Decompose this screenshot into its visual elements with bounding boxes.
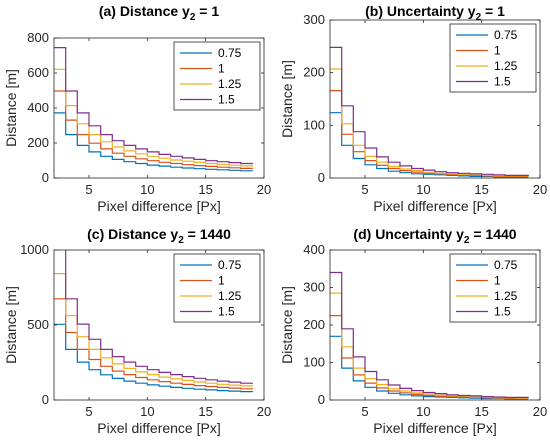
legend-label: 1 xyxy=(218,274,225,288)
legend: 0.75 11.25 1.5 xyxy=(173,253,261,323)
x-tick-label: 15 xyxy=(198,404,212,419)
y-tick-label: 100 xyxy=(303,117,325,132)
legend-label: 0.75 xyxy=(218,46,242,60)
y-axis-label: Distance [m] xyxy=(3,69,19,147)
series-line-1.5 xyxy=(65,250,253,384)
series-line-0.75 xyxy=(54,323,253,393)
legend-label: 1.5 xyxy=(218,305,235,319)
x-tick-label: 15 xyxy=(198,182,212,197)
panel-1: (b) Uncertainty y2 = 15 10 15 200100200300P… xyxy=(279,3,547,214)
y-tick-label: 800 xyxy=(27,30,49,45)
y-tick-label: 400 xyxy=(27,100,49,115)
x-tick-label: 5 xyxy=(85,182,92,197)
panel-title: (a) Distance y2 = 1 xyxy=(99,3,220,23)
legend-label: 1.5 xyxy=(494,305,511,319)
legend-label: 1.5 xyxy=(218,93,235,107)
panel-0: (a) Distance y2 = 15 10 15 200200400600800P… xyxy=(3,3,271,214)
legend: 0.75 11.25 1.5 xyxy=(449,23,537,93)
x-axis-label: Pixel difference [Px] xyxy=(373,420,496,436)
x-tick-label: 10 xyxy=(416,182,430,197)
y-tick-label: 0 xyxy=(42,392,49,407)
y-axis-label: Distance [m] xyxy=(279,286,295,364)
y-axis-label: Distance [m] xyxy=(3,286,19,364)
series-line-1.25 xyxy=(54,273,253,387)
y-tick-label: 1000 xyxy=(20,242,49,257)
panel-2: (c) Distance y2 = 1440 5 10 15 20 0 500 1000 Pix… xyxy=(3,226,271,436)
x-axis-label: Pixel difference [Px] xyxy=(373,198,496,214)
y-axis-label: Distance [m] xyxy=(279,60,295,138)
series-line-1.25 xyxy=(330,68,529,177)
legend-label: 1 xyxy=(218,62,225,76)
y-tick-label: 200 xyxy=(27,135,49,150)
legend-label: 0.75 xyxy=(218,258,242,272)
x-axis-label: Pixel difference [Px] xyxy=(97,198,220,214)
y-tick-label: 500 xyxy=(27,317,49,332)
legend: 0.75 11.25 1.5 xyxy=(173,41,261,111)
legend-label: 1.25 xyxy=(218,289,242,303)
x-tick-label: 20 xyxy=(257,404,271,419)
series-line-1.5 xyxy=(330,46,529,176)
legend-label: 1.25 xyxy=(494,289,518,303)
legend-label: 1.25 xyxy=(494,59,518,73)
series-line-1 xyxy=(54,298,253,390)
x-axis-label: Pixel difference [Px] xyxy=(97,420,220,436)
y-tick-label: 0 xyxy=(318,392,325,407)
x-tick-label: 5 xyxy=(85,404,92,419)
legend-label: 0.75 xyxy=(494,258,518,272)
legend-label: 1 xyxy=(494,44,501,58)
series-line-1.5 xyxy=(54,47,253,165)
x-tick-label: 5 xyxy=(361,404,368,419)
y-tick-label: 0 xyxy=(318,170,325,185)
y-tick-label: 600 xyxy=(27,65,49,80)
y-tick-label: 200 xyxy=(303,65,325,80)
axes-box xyxy=(329,19,541,179)
series-line-1 xyxy=(54,90,253,169)
panel-title: (c) Distance y2 = 1440 xyxy=(87,226,231,246)
panel-title: (d) Uncertainty y2 = 1440 xyxy=(353,226,516,246)
y-tick-label: 400 xyxy=(303,242,325,257)
y-tick-label: 100 xyxy=(303,355,325,370)
legend-label: 1.5 xyxy=(494,75,511,89)
x-tick-label: 20 xyxy=(533,404,547,419)
legend-label: 1.25 xyxy=(218,77,242,91)
legend: 0.75 11.25 1.5 xyxy=(449,253,537,323)
y-tick-label: 0 xyxy=(42,170,49,185)
x-tick-label: 20 xyxy=(533,182,547,197)
legend-label: 0.75 xyxy=(494,28,518,42)
x-tick-label: 10 xyxy=(140,182,154,197)
y-tick-label: 300 xyxy=(303,280,325,295)
x-tick-label: 10 xyxy=(416,404,430,419)
panel-title: (b) Uncertainty y2 = 1 xyxy=(365,3,505,23)
x-tick-label: 15 xyxy=(474,182,488,197)
series-line-1.25 xyxy=(54,68,253,167)
x-tick-label: 20 xyxy=(257,182,271,197)
series-line-1.5 xyxy=(330,271,529,398)
y-tick-label: 200 xyxy=(303,317,325,332)
y-tick-label: 300 xyxy=(303,12,325,27)
legend-label: 1 xyxy=(494,274,501,288)
series-line-0.75 xyxy=(54,112,253,172)
x-tick-label: 15 xyxy=(474,404,488,419)
x-tick-label: 5 xyxy=(361,182,368,197)
x-tick-label: 10 xyxy=(140,404,154,419)
